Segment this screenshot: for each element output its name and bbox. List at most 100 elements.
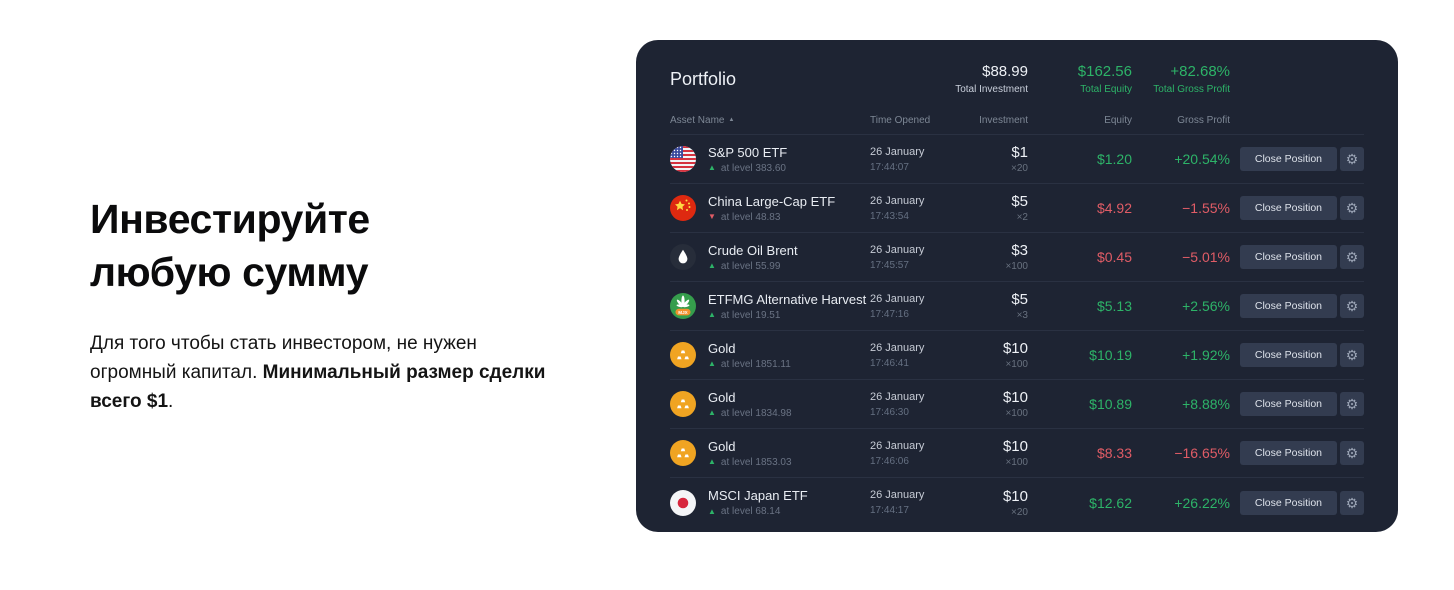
gear-icon: ⚙	[1345, 298, 1359, 314]
settings-gear-button[interactable]: ⚙	[1340, 196, 1364, 220]
hero-paragraph-text: Для того чтобы стать инвестором, не нуже…	[90, 333, 477, 383]
asset-name: Gold	[708, 389, 736, 405]
settings-gear-button[interactable]: ⚙	[1340, 490, 1364, 515]
portfolio-title: Portfolio	[670, 69, 737, 89]
min-trade-highlight: Минимальный размер сделки всего $1	[90, 362, 546, 412]
table-row: Gold ▲ at level 1853.03 26 January 17:46…	[670, 429, 1364, 478]
asset-cell: China Large-Cap ETF ▼ at level 48.83	[670, 194, 870, 223]
gear-icon: ⚙	[1345, 249, 1359, 265]
gross-profit-value: +26.22%	[1174, 494, 1230, 511]
total-equity-value: $162.56	[1077, 63, 1132, 80]
open-time: 17:46:30	[870, 406, 909, 418]
open-date: 26 January	[870, 439, 925, 452]
column-header-asset-name[interactable]: Asset Name ▲	[670, 115, 870, 126]
investment-amount: $10	[1002, 438, 1028, 455]
hero-paragraph: Для того чтобы стать инвестором, не нуже…	[90, 329, 564, 416]
leverage-multiplier: ×2	[1016, 212, 1028, 223]
hero-section: Инвестируйте любую сумму Для того чтобы …	[90, 193, 580, 416]
investment-cell: $10 ×100	[970, 389, 1028, 419]
time-opened-cell: 26 January 17:43:54	[870, 195, 970, 222]
at-level-text: at level 1853.03	[720, 456, 792, 468]
open-date: 26 January	[870, 194, 925, 207]
gold-coin-icon	[670, 342, 696, 368]
japan-flag-icon	[670, 489, 696, 516]
settings-gear-button[interactable]: ⚙	[1340, 245, 1364, 269]
investment-cell: $10 ×100	[970, 340, 1028, 370]
trend-up-icon: ▲	[708, 457, 716, 466]
gear-icon: ⚙	[1345, 396, 1359, 412]
open-date: 26 January	[870, 341, 925, 354]
table-row: MJX ETFMG Alternative Harvest ▲ at level…	[670, 282, 1364, 331]
settings-gear-button[interactable]: ⚙	[1340, 147, 1364, 171]
close-position-button[interactable]: Close Position	[1239, 343, 1337, 367]
trend-up-icon: ▲	[708, 310, 716, 319]
total-equity-stat: $162.56 Total Equity	[1078, 63, 1132, 95]
gear-icon: ⚙	[1345, 151, 1359, 167]
table-row: MSCI Japan ETF ▲ at level 68.14 26 Janua…	[670, 478, 1364, 527]
equity-value: $4.92	[1096, 200, 1132, 216]
asset-subline: ▼ at level 48.83	[708, 212, 835, 223]
open-time: 17:44:17	[870, 505, 909, 516]
asset-cell: Gold ▲ at level 1834.98	[670, 390, 870, 419]
close-position-button[interactable]: Close Position	[1239, 245, 1337, 269]
at-level-text: at level 55.99	[720, 260, 781, 272]
asset-name: Gold	[708, 438, 736, 454]
asset-cell: MSCI Japan ETF ▲ at level 68.14	[670, 488, 870, 517]
row-actions: Close Position ⚙	[1239, 196, 1364, 220]
gross-profit-value: +1.92%	[1182, 347, 1230, 363]
settings-gear-button[interactable]: ⚙	[1340, 441, 1364, 465]
total-gross-profit-stat: +82.68% Total Gross Profit	[1153, 63, 1230, 95]
close-position-button[interactable]: Close Position	[1239, 392, 1337, 416]
settings-gear-button[interactable]: ⚙	[1340, 392, 1364, 416]
close-position-button[interactable]: Close Position	[1239, 196, 1337, 220]
total-gross-profit-label: Total Gross Profit	[1153, 84, 1230, 95]
open-date: 26 January	[870, 243, 925, 256]
time-opened-cell: 26 January 17:47:16	[870, 293, 970, 320]
trend-up-icon: ▲	[708, 359, 716, 368]
asset-name: China Large-Cap ETF	[708, 193, 836, 209]
settings-gear-button[interactable]: ⚙	[1340, 294, 1364, 318]
sort-ascending-icon: ▲	[728, 117, 735, 123]
row-actions: Close Position ⚙	[1239, 245, 1364, 269]
close-position-button[interactable]: Close Position	[1239, 294, 1337, 318]
time-opened-cell: 26 January 17:45:57	[870, 244, 970, 271]
equity-value: $12.62	[1089, 494, 1132, 511]
gross-profit-value: −1.55%	[1182, 200, 1230, 216]
leverage-multiplier: ×100	[1005, 457, 1028, 468]
open-time: 17:46:06	[870, 455, 909, 467]
close-position-button[interactable]: Close Position	[1239, 147, 1337, 171]
row-actions: Close Position ⚙	[1239, 490, 1364, 515]
total-gross-profit-value: +82.68%	[1170, 63, 1230, 80]
portfolio-card: Portfolio $88.99 Total Investment $162.5…	[636, 40, 1398, 532]
asset-cell: Gold ▲ at level 1851.11	[670, 341, 870, 370]
asset-subline: ▲ at level 19.51	[708, 310, 866, 321]
open-time: 17:47:16	[870, 308, 909, 320]
table-row: Gold ▲ at level 1834.98 26 January 17:46…	[670, 380, 1364, 429]
leverage-multiplier: ×100	[1005, 261, 1028, 272]
investment-amount: $10	[1002, 389, 1028, 406]
leverage-multiplier: ×100	[1005, 408, 1028, 419]
asset-cell: MJX ETFMG Alternative Harvest ▲ at level…	[670, 292, 870, 321]
total-investment-label: Total Investment	[955, 84, 1028, 95]
hero-title-line-2: любую сумму	[90, 249, 369, 295]
time-opened-cell: 26 January 17:46:06	[870, 440, 970, 467]
asset-name-header-label: Asset Name	[670, 115, 725, 126]
investment-cell: $10 ×100	[970, 438, 1028, 468]
gross-profit-value: +2.56%	[1182, 298, 1230, 314]
at-level-text: at level 383.60	[720, 162, 786, 174]
trend-down-icon: ▼	[708, 212, 716, 221]
investment-amount: $3	[1011, 242, 1028, 259]
page-title: Инвестируйте любую сумму	[90, 193, 580, 299]
asset-subline: ▲ at level 1834.98	[708, 408, 792, 419]
table-row: Gold ▲ at level 1851.11 26 January 17:46…	[670, 331, 1364, 380]
asset-subline: ▲ at level 1851.11	[708, 359, 791, 370]
row-actions: Close Position ⚙	[1239, 147, 1364, 171]
close-position-button[interactable]: Close Position	[1239, 490, 1337, 515]
row-actions: Close Position ⚙	[1239, 392, 1364, 416]
settings-gear-button[interactable]: ⚙	[1340, 343, 1364, 367]
time-opened-cell: 26 January 17:46:41	[870, 342, 970, 369]
column-header-time-opened: Time Opened	[870, 115, 931, 126]
column-header-investment: Investment	[979, 115, 1028, 126]
close-position-button[interactable]: Close Position	[1239, 441, 1337, 465]
row-actions: Close Position ⚙	[1239, 294, 1364, 318]
